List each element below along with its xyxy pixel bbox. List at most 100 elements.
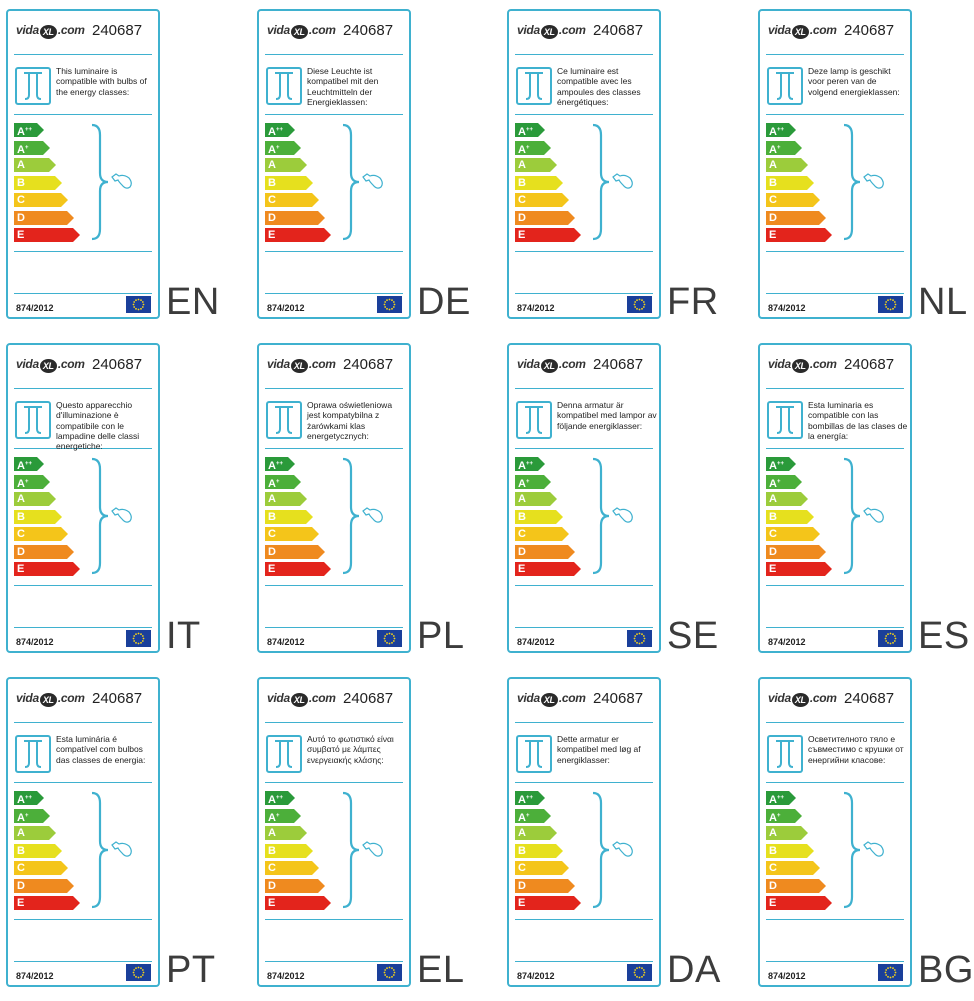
energy-class-bar: C [515,861,585,875]
bulb-icon [612,507,633,523]
luminaire-icon [516,401,552,439]
energy-label-fr: vida XL .com 240687 Ce luminaire est compati… [507,9,752,333]
eu-flag-icon [126,296,151,313]
divider [14,54,152,55]
divider [14,919,152,920]
divider [766,585,904,586]
energy-class-bar: D [265,878,335,893]
energy-class-letter: D [518,879,526,892]
energy-class-bar: A [766,492,836,506]
energy-class-letter: A++ [518,794,533,806]
energy-label-card: vida XL .com 240687 Esta luminaria es compat… [758,343,912,653]
energy-class-bar: C [766,527,836,541]
energy-class-bar: B [515,509,585,524]
bulb-icon [863,507,884,523]
brace-bracket [843,457,861,575]
energy-label-card: vida XL .com 240687 This luminaire is compat… [6,9,160,319]
divider [766,627,904,628]
bulb-icon [612,841,633,857]
divider [265,585,403,586]
energy-class-bar: D [265,544,335,559]
energy-class-letter: E [769,563,777,575]
energy-class-letter: D [769,545,777,558]
compatibility-text: Diese Leuchte ist kompatibel mit den Leu… [307,66,379,107]
energy-class-letter: A+ [268,477,280,490]
energy-class-letter: B [769,510,777,523]
energy-class-bar: D [766,544,836,559]
energy-label-de: vida XL .com 240687 Diese Leuchte ist kompat… [257,9,502,333]
compatibility-text: Questo apparecchio d'illuminazione è com… [56,400,140,452]
language-code: IT [166,615,201,657]
energy-class-letter: B [17,176,25,189]
divider [515,961,653,962]
energy-class-bar: E [265,562,335,576]
energy-class-letter: A+ [17,143,29,156]
brace-bracket [91,791,109,909]
divider [265,448,403,449]
energy-class-bar: E [265,228,335,242]
energy-label-en: vida XL .com 240687 This luminaire is compat… [6,9,251,333]
energy-class-letter: A [518,827,526,839]
energy-label-card: vida XL .com 240687 Dette armatur er kompati… [507,677,661,987]
brace-bracket [592,791,610,909]
bulb-icon [362,507,383,523]
energy-class-letter: E [518,897,526,909]
energy-label-se: vida XL .com 240687 Denna armatur är kompati… [507,343,752,667]
energy-class-bar: C [766,193,836,207]
energy-class-letter: C [769,528,777,540]
bulb-icon [111,841,132,857]
energy-class-scale: A++ A+ A B C D E [515,791,585,914]
energy-class-letter: A [518,493,526,505]
energy-class-letter: A++ [518,460,533,472]
energy-class-bar: C [14,193,84,207]
divider [14,388,152,389]
energy-class-letter: D [268,879,276,892]
energy-class-bar: C [265,861,335,875]
energy-class-bar: E [515,562,585,576]
energy-class-bar: D [265,210,335,225]
energy-class-letter: A [268,493,276,505]
energy-class-bar: A [515,492,585,506]
energy-class-letter: E [268,229,276,241]
divider [515,114,653,115]
eu-flag-icon [878,630,903,647]
divider [265,782,403,783]
energy-class-letter: E [17,229,25,241]
energy-class-letter: A+ [17,811,29,824]
energy-class-letter: D [268,211,276,224]
energy-label-it: vida XL .com 240687 Questo apparecchio d'ill… [6,343,251,667]
model-number: 240687 [343,22,394,39]
vidaxl-logo: vida XL .com [768,357,837,373]
divider [14,961,152,962]
energy-class-bar: D [515,544,585,559]
regulation-number: 874/2012 [16,637,54,647]
energy-class-bar: A++ [265,123,335,138]
energy-class-bar: A+ [265,808,335,824]
model-number: 240687 [343,690,394,707]
energy-class-bar: D [766,210,836,225]
divider [515,54,653,55]
regulation-number: 874/2012 [267,303,305,313]
energy-class-letter: E [268,897,276,909]
energy-class-scale: A++ A+ A B C D E [14,457,84,580]
divider [515,782,653,783]
energy-class-letter: A [769,159,777,171]
brace-bracket [843,123,861,241]
energy-class-bar: A+ [265,474,335,490]
divider [766,722,904,723]
energy-class-letter: A++ [268,126,283,138]
language-code: ES [918,615,970,657]
divider [265,627,403,628]
energy-class-bar: B [515,175,585,190]
energy-class-letter: D [769,211,777,224]
model-number: 240687 [92,356,143,373]
energy-class-bar: E [515,228,585,242]
brace-bracket [342,791,360,909]
bulb-icon [111,173,132,189]
energy-label-es: vida XL .com 240687 Esta luminaria es compat… [758,343,974,667]
energy-class-letter: D [17,545,25,558]
divider [515,919,653,920]
energy-class-letter: A+ [769,811,781,824]
brace-bracket [592,123,610,241]
eu-flag-icon [627,296,652,313]
